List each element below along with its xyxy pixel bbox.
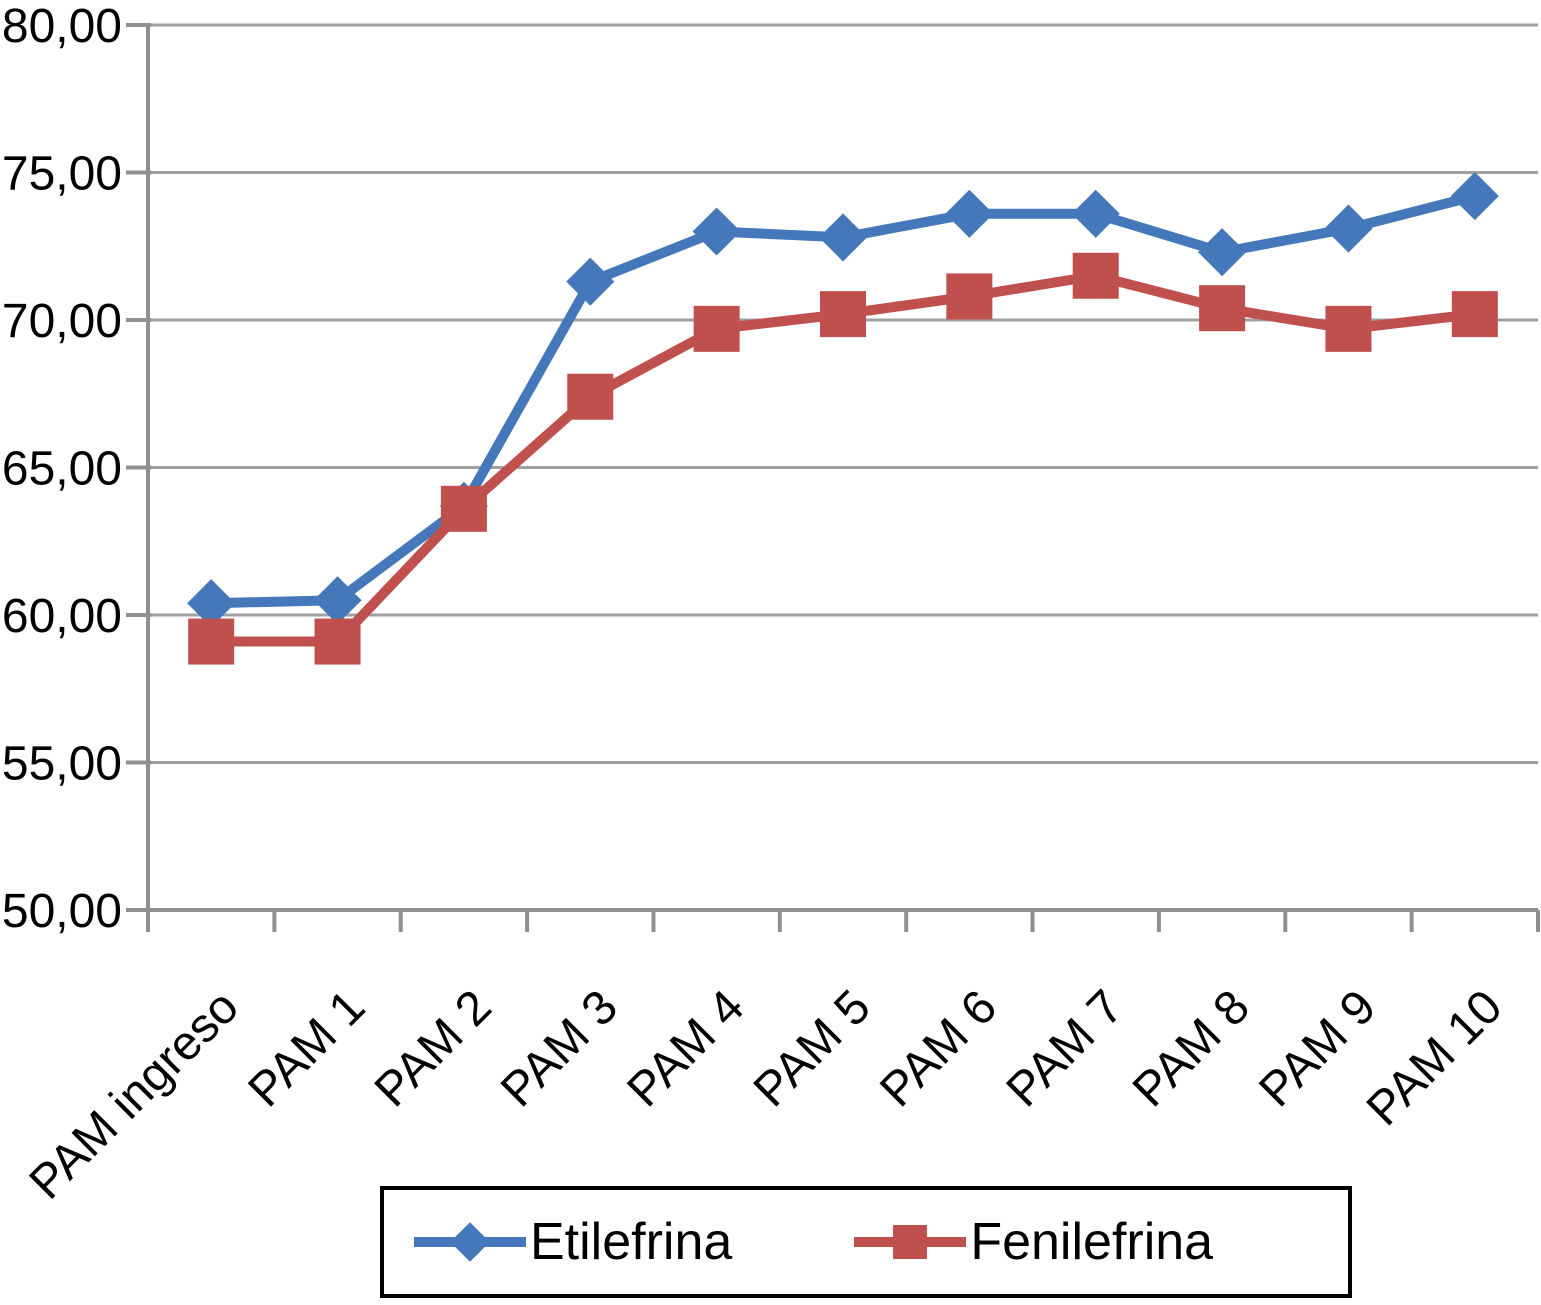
- fenilefrina-legend-marker-icon: [854, 1225, 967, 1259]
- x-tick-label: PAM 4: [618, 980, 755, 1117]
- y-tick-label: 60,00: [2, 590, 122, 643]
- data-point-marker: [693, 305, 740, 352]
- x-tick-label: PAM 8: [1123, 980, 1260, 1117]
- x-tick-label: PAM 1: [239, 980, 376, 1117]
- legend-marker-shape: [450, 1222, 490, 1262]
- axes: [146, 25, 1540, 932]
- data-point-marker: [313, 576, 362, 625]
- y-tick-label: 65,00: [2, 443, 122, 496]
- data-point-marker: [566, 257, 615, 306]
- data-point-marker: [1324, 204, 1373, 253]
- series-fenilefrina: [188, 252, 1498, 665]
- data-point-marker: [314, 618, 361, 665]
- data-point-marker: [1451, 291, 1498, 338]
- legend-item-etilefrina: Etilefrina: [410, 1212, 732, 1272]
- x-tick-label: PAM 3: [491, 980, 628, 1117]
- data-point-marker: [1071, 189, 1120, 238]
- data-point-marker: [945, 189, 994, 238]
- data-point-marker: [440, 485, 487, 532]
- data-point-marker: [188, 618, 235, 665]
- legend-label-etilefrina: Etilefrina: [530, 1213, 733, 1271]
- data-point-marker: [1072, 252, 1119, 299]
- x-tick-label: PAM 2: [365, 980, 502, 1117]
- data-point-marker: [820, 291, 866, 338]
- x-tick-label: PAM 6: [870, 980, 1007, 1117]
- data-point-marker: [1199, 285, 1246, 332]
- etilefrina-legend-marker-icon: [414, 1222, 526, 1262]
- legend-item-fenilefrina: Fenilefrina: [850, 1212, 1213, 1272]
- data-point-marker: [946, 273, 993, 320]
- legend-marker-shape: [893, 1225, 928, 1259]
- data-point-marker: [818, 213, 868, 262]
- legend-label-fenilefrina: Fenilefrina: [970, 1213, 1214, 1271]
- y-tick-label: 55,00: [2, 738, 122, 791]
- y-tick-label: 80,00: [2, 0, 122, 53]
- y-tick-label: 70,00: [2, 295, 122, 348]
- data-point-marker: [567, 373, 614, 420]
- x-tick-label: PAM ingreso: [20, 980, 249, 1209]
- series-etilefrina: [187, 172, 1499, 628]
- data-point-marker: [1325, 305, 1372, 352]
- x-tick-label: PAM 10: [1357, 980, 1513, 1136]
- y-tick-label: 75,00: [2, 148, 122, 201]
- gridlines: [126, 23, 1538, 912]
- data-point-marker: [187, 579, 236, 628]
- data-point-marker: [1198, 228, 1247, 277]
- x-tick-label: PAM 5: [744, 980, 881, 1117]
- y-axis-labels: 80,00 75,00 70,00 65,00 60,00 55,00 50,00: [2, 0, 122, 938]
- data-point-marker: [1450, 172, 1499, 221]
- data-point-marker: [692, 207, 741, 256]
- x-tick-label: PAM 7: [997, 980, 1134, 1117]
- y-tick-label: 50,00: [2, 885, 122, 938]
- legend-box: Etilefrina Fenilefrina: [380, 1186, 1352, 1298]
